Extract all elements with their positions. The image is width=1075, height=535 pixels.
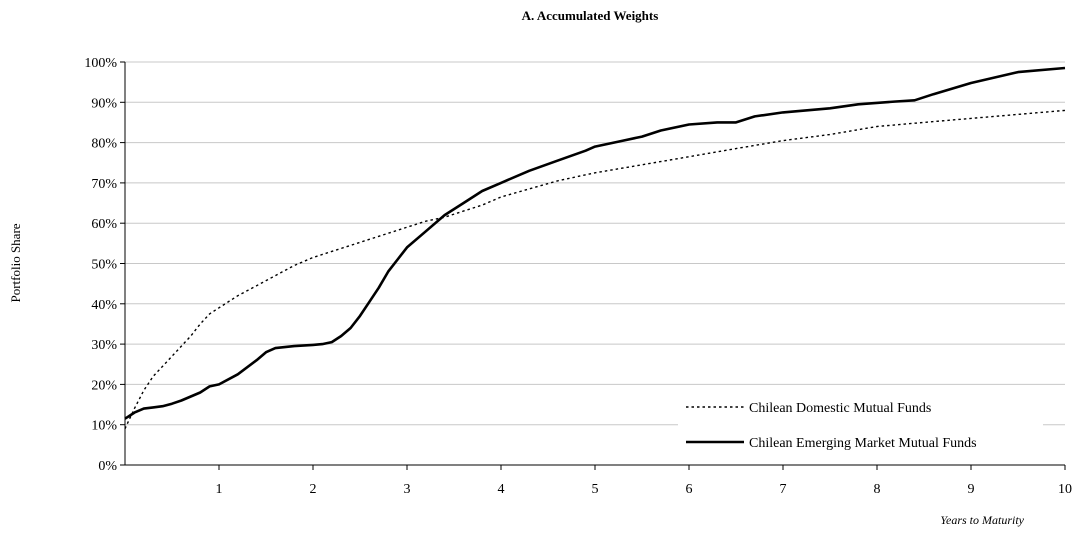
y-tick-label: 90% bbox=[91, 96, 117, 111]
x-tick-label: 7 bbox=[780, 482, 787, 497]
series-line-domestic bbox=[124, 109, 1066, 429]
y-axis-label: Portfolio Share bbox=[8, 223, 23, 302]
y-tick-label: 80% bbox=[91, 137, 117, 152]
y-tick-label: 0% bbox=[98, 459, 117, 474]
y-tick-label: 100% bbox=[84, 56, 117, 71]
x-tick-label: 10 bbox=[1058, 482, 1072, 497]
x-tick-label: 4 bbox=[498, 482, 505, 497]
x-tick-label: 5 bbox=[592, 482, 599, 497]
y-tick-label: 40% bbox=[91, 298, 117, 313]
x-tick-label: 1 bbox=[216, 482, 223, 497]
y-tick-label: 60% bbox=[91, 217, 117, 232]
y-tick-label: 10% bbox=[91, 419, 117, 434]
gridlines bbox=[125, 61, 1065, 426]
series-layer bbox=[124, 66, 1066, 429]
y-tick-label: 20% bbox=[91, 378, 117, 393]
x-axis-label: Years to Maturity bbox=[940, 513, 1024, 527]
y-tick-label: 50% bbox=[91, 258, 117, 273]
chart-title: A. Accumulated Weights bbox=[522, 8, 659, 23]
x-tick-label: 8 bbox=[874, 482, 881, 497]
x-axis-ticks: 1 2 3 4 5 6 7 8 9 10 bbox=[216, 465, 1072, 497]
y-axis-ticks: 0% 10% 20% 30% 40% 50% 60% 70% 80% 90% 100% bbox=[84, 56, 125, 474]
legend-label-emerging: Chilean Emerging Market Mutual Funds bbox=[749, 436, 977, 451]
x-tick-label: 6 bbox=[686, 482, 693, 497]
legend-background bbox=[678, 388, 1043, 460]
y-tick-label: 70% bbox=[91, 177, 117, 192]
series-line-emerging bbox=[124, 66, 1066, 420]
legend-label-domestic: Chilean Domestic Mutual Funds bbox=[749, 401, 931, 416]
x-tick-label: 3 bbox=[404, 482, 411, 497]
x-tick-label: 2 bbox=[310, 482, 317, 497]
x-tick-label: 9 bbox=[968, 482, 975, 497]
legend: Chilean Domestic Mutual Funds Chilean Em… bbox=[678, 388, 1043, 460]
y-tick-label: 30% bbox=[91, 338, 117, 353]
